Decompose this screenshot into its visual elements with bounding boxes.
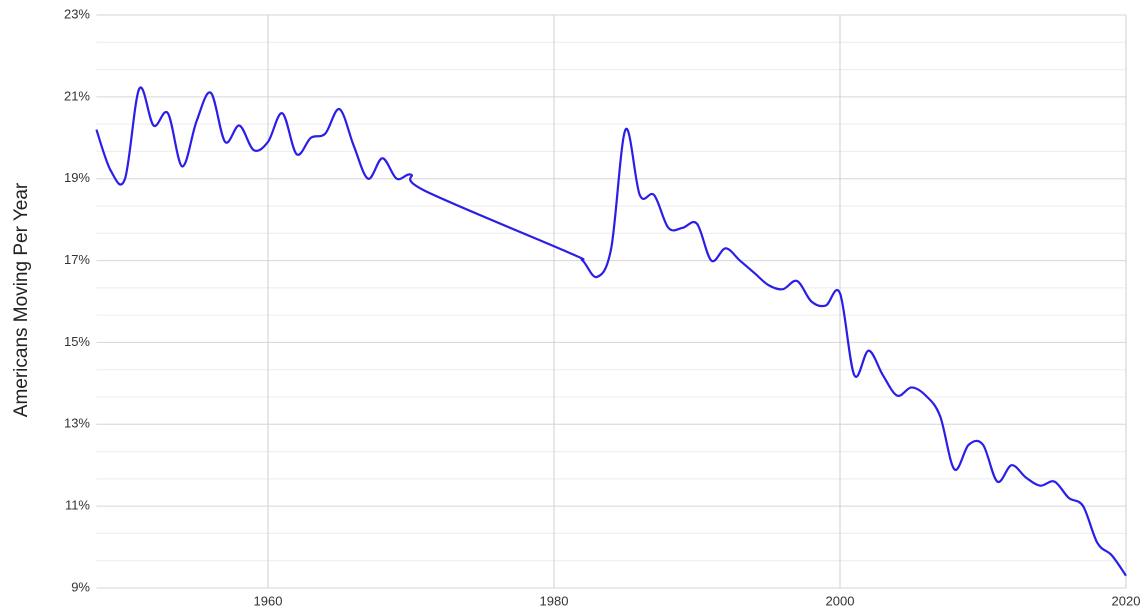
x-tick-label: 2020 xyxy=(1112,593,1141,608)
x-tick-label: 1960 xyxy=(254,593,283,608)
x-tick-label: 2000 xyxy=(826,593,855,608)
y-tick-label: 19% xyxy=(64,170,90,185)
y-tick-label: 23% xyxy=(64,6,90,21)
y-axis-label: Americans Moving Per Year xyxy=(11,182,32,417)
y-tick-label: 17% xyxy=(64,252,90,267)
x-tick-label: 1980 xyxy=(540,593,569,608)
y-tick-label: 11% xyxy=(65,498,90,513)
y-tick-label: 21% xyxy=(64,88,90,103)
y-tick-label: 13% xyxy=(64,416,90,431)
line xyxy=(95,86,1127,577)
y-tick-label: 9% xyxy=(71,579,90,594)
y-tick-label: 15% xyxy=(64,334,90,349)
